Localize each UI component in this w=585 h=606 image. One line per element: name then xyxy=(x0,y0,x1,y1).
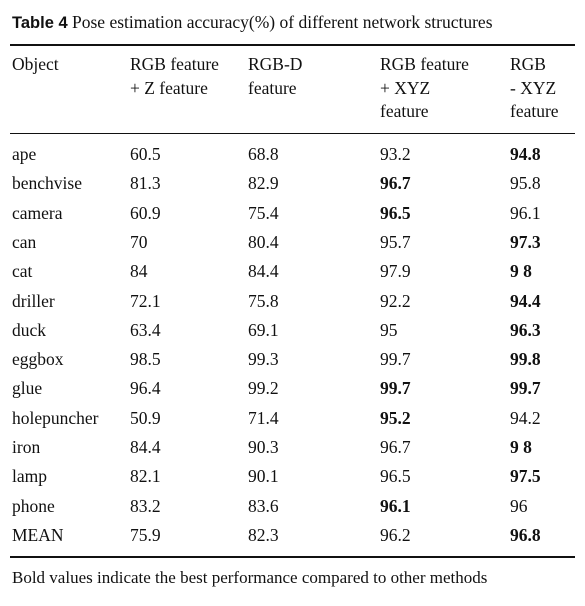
row-label: can xyxy=(12,231,37,252)
table-cell: 99.8 xyxy=(510,349,541,370)
column-header-0: Object xyxy=(12,54,59,74)
bottom-rule xyxy=(10,556,575,558)
table-cell: 95.8 xyxy=(510,173,541,194)
row-label: eggbox xyxy=(12,349,64,370)
row-label: driller xyxy=(12,290,55,311)
column-header-4: RGB - XYZ feature xyxy=(510,54,559,121)
table-cell: 97.3 xyxy=(510,231,541,252)
header-rule xyxy=(10,133,575,134)
table-cell: 99.7 xyxy=(380,349,411,370)
table-cell: 90.1 xyxy=(248,466,279,487)
table-footnote: Bold values indicate the best performanc… xyxy=(12,568,488,587)
table-cell: 97.5 xyxy=(510,466,541,487)
row-label: glue xyxy=(12,378,43,399)
table-cell: 95.2 xyxy=(380,407,411,428)
table-cell: 94.8 xyxy=(510,144,541,164)
row-label: iron xyxy=(12,437,41,457)
table-cell: 63.4 xyxy=(130,319,161,340)
table-cell: 99.7 xyxy=(380,378,411,399)
table-cell: 95 xyxy=(380,319,398,340)
table-cell: 96.3 xyxy=(510,319,541,340)
table-cell: 84.4 xyxy=(248,261,279,282)
table-cell: 83.6 xyxy=(248,495,279,516)
table-cell: 82.3 xyxy=(248,524,279,545)
table-cell: 90.3 xyxy=(248,437,279,457)
row-label: MEAN xyxy=(12,524,64,545)
row-label: ape xyxy=(12,144,37,164)
table-cell: 60.5 xyxy=(130,144,161,164)
row-label: benchvise xyxy=(12,173,82,194)
table-cell: 60.9 xyxy=(130,202,161,223)
table-cell: 75.4 xyxy=(248,202,279,223)
table-cell: 96.4 xyxy=(130,378,161,399)
table-cell: 50.9 xyxy=(130,407,161,428)
table-cell: 75.8 xyxy=(248,290,279,311)
row-label: holepuncher xyxy=(12,407,99,428)
table-cell: 82.9 xyxy=(248,173,279,194)
table-cell: 96.5 xyxy=(380,202,411,223)
table-cell: 68.8 xyxy=(248,144,279,164)
table-cell: 96.7 xyxy=(380,173,411,194)
table-title: Pose estimation accuracy(%) of different… xyxy=(72,12,493,32)
table-cell: 96.2 xyxy=(380,524,411,545)
table-caption: Table 4 Pose estimation accuracy(%) of d… xyxy=(12,12,493,33)
table-cell: 96.7 xyxy=(380,437,411,457)
table-cell: 70 xyxy=(130,231,148,252)
table-cell: 96.1 xyxy=(380,495,411,516)
table-cell: 94.4 xyxy=(510,290,541,311)
table-cell: 81.3 xyxy=(130,173,161,194)
row-label: camera xyxy=(12,202,63,223)
top-rule xyxy=(10,44,575,46)
table-cell: 99.2 xyxy=(248,378,279,399)
table-cell: 96 xyxy=(510,495,528,516)
table-cell: 9 8 xyxy=(510,261,532,282)
table-cell: 82.1 xyxy=(130,466,161,487)
table-cell: 97.9 xyxy=(380,261,411,282)
table-cell: 80.4 xyxy=(248,231,279,252)
table-cell: 92.2 xyxy=(380,290,411,311)
row-label: lamp xyxy=(12,466,47,487)
column-header-1: RGB feature + Z feature xyxy=(130,54,219,98)
table-cell: 96.1 xyxy=(510,202,541,223)
table-label: Table 4 xyxy=(12,14,68,32)
table-cell: 69.1 xyxy=(248,319,279,340)
table-cell: 99.3 xyxy=(248,349,279,370)
table-cell: 96.8 xyxy=(510,524,541,545)
row-label: phone xyxy=(12,495,55,516)
row-label: duck xyxy=(12,319,47,340)
table-cell: 95.7 xyxy=(380,231,411,252)
row-label: cat xyxy=(12,261,33,282)
table-cell: 84.4 xyxy=(130,437,161,457)
table-cell: 98.5 xyxy=(130,349,161,370)
table-cell: 9 8 xyxy=(510,437,532,457)
table-cell: 93.2 xyxy=(380,144,411,164)
table-cell: 75.9 xyxy=(130,524,161,545)
table-cell: 72.1 xyxy=(130,290,161,311)
column-header-2: RGB-D feature xyxy=(248,54,303,98)
table-cell: 84 xyxy=(130,261,148,282)
table-cell: 99.7 xyxy=(510,378,541,399)
column-header-3: RGB feature + XYZ feature xyxy=(380,54,469,121)
table-cell: 96.5 xyxy=(380,466,411,487)
table-cell: 83.2 xyxy=(130,495,161,516)
table-cell: 71.4 xyxy=(248,407,279,428)
table-cell: 94.2 xyxy=(510,407,541,428)
